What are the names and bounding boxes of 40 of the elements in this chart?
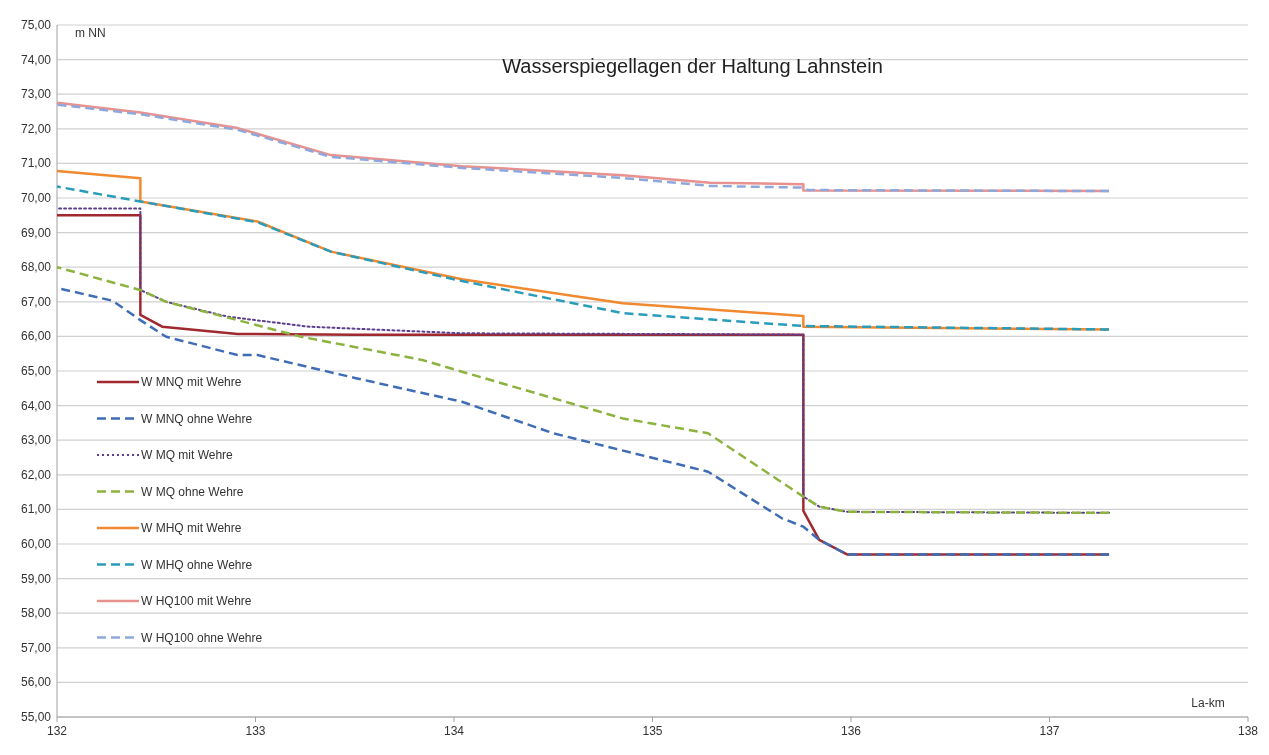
y-tick-label: 55,00 (20, 710, 52, 724)
y-tick-label: 65,00 (20, 364, 52, 378)
legend-label: W MNQ ohne Wehre (141, 411, 253, 426)
y-tick-label: 60,00 (20, 537, 52, 551)
y-tick-label: 74,00 (20, 52, 52, 67)
y-axis-title: m NN (75, 26, 106, 40)
y-tick-label: 61,00 (20, 502, 52, 517)
x-axis-title: La-km (1191, 696, 1225, 710)
y-tick-label: 62,00 (20, 467, 52, 482)
x-tick-label: 134 (443, 724, 465, 738)
legend-label: W MHQ ohne Wehre (141, 557, 253, 572)
y-tick-label: 59,00 (20, 571, 52, 586)
legend-label: W MQ mit Wehre (141, 448, 234, 462)
y-tick-label: 75,00 (20, 18, 52, 32)
y-tick-label: 56,00 (20, 675, 52, 690)
legend-label: W HQ100 ohne Wehre (141, 630, 263, 645)
x-tick-label: 137 (1039, 724, 1060, 738)
legend-label: W MNQ mit Wehre (141, 375, 242, 389)
y-tick-label: 72,00 (20, 121, 52, 136)
y-tick-label: 69,00 (20, 225, 52, 240)
legend-label: W MHQ mit Wehre (141, 521, 242, 535)
x-tick-label: 136 (840, 724, 862, 738)
x-tick-label: 133 (245, 724, 266, 738)
y-tick-label: 70,00 (20, 191, 52, 205)
y-tick-label: 68,00 (20, 260, 52, 275)
x-tick-label: 132 (46, 724, 68, 738)
y-tick-label: 57,00 (20, 640, 52, 655)
x-tick-label: 138 (1237, 724, 1259, 738)
y-tick-label: 58,00 (20, 606, 52, 621)
legend-label: W MQ ohne Wehre (141, 484, 244, 499)
line-series (55, 265, 1111, 515)
y-tick-label: 63,00 (20, 433, 52, 448)
legend-label: W HQ100 mit Wehre (141, 594, 252, 608)
y-tick-label: 67,00 (20, 294, 52, 309)
text: Wasserspiegellagen der Haltung Lahnstein (502, 55, 883, 77)
y-tick-label: 73,00 (20, 87, 52, 102)
y-tick-label: 71,00 (20, 156, 52, 171)
y-tick-label: 66,00 (20, 329, 52, 344)
y-tick-label: 64,00 (20, 398, 52, 413)
x-tick-label: 135 (642, 724, 663, 738)
